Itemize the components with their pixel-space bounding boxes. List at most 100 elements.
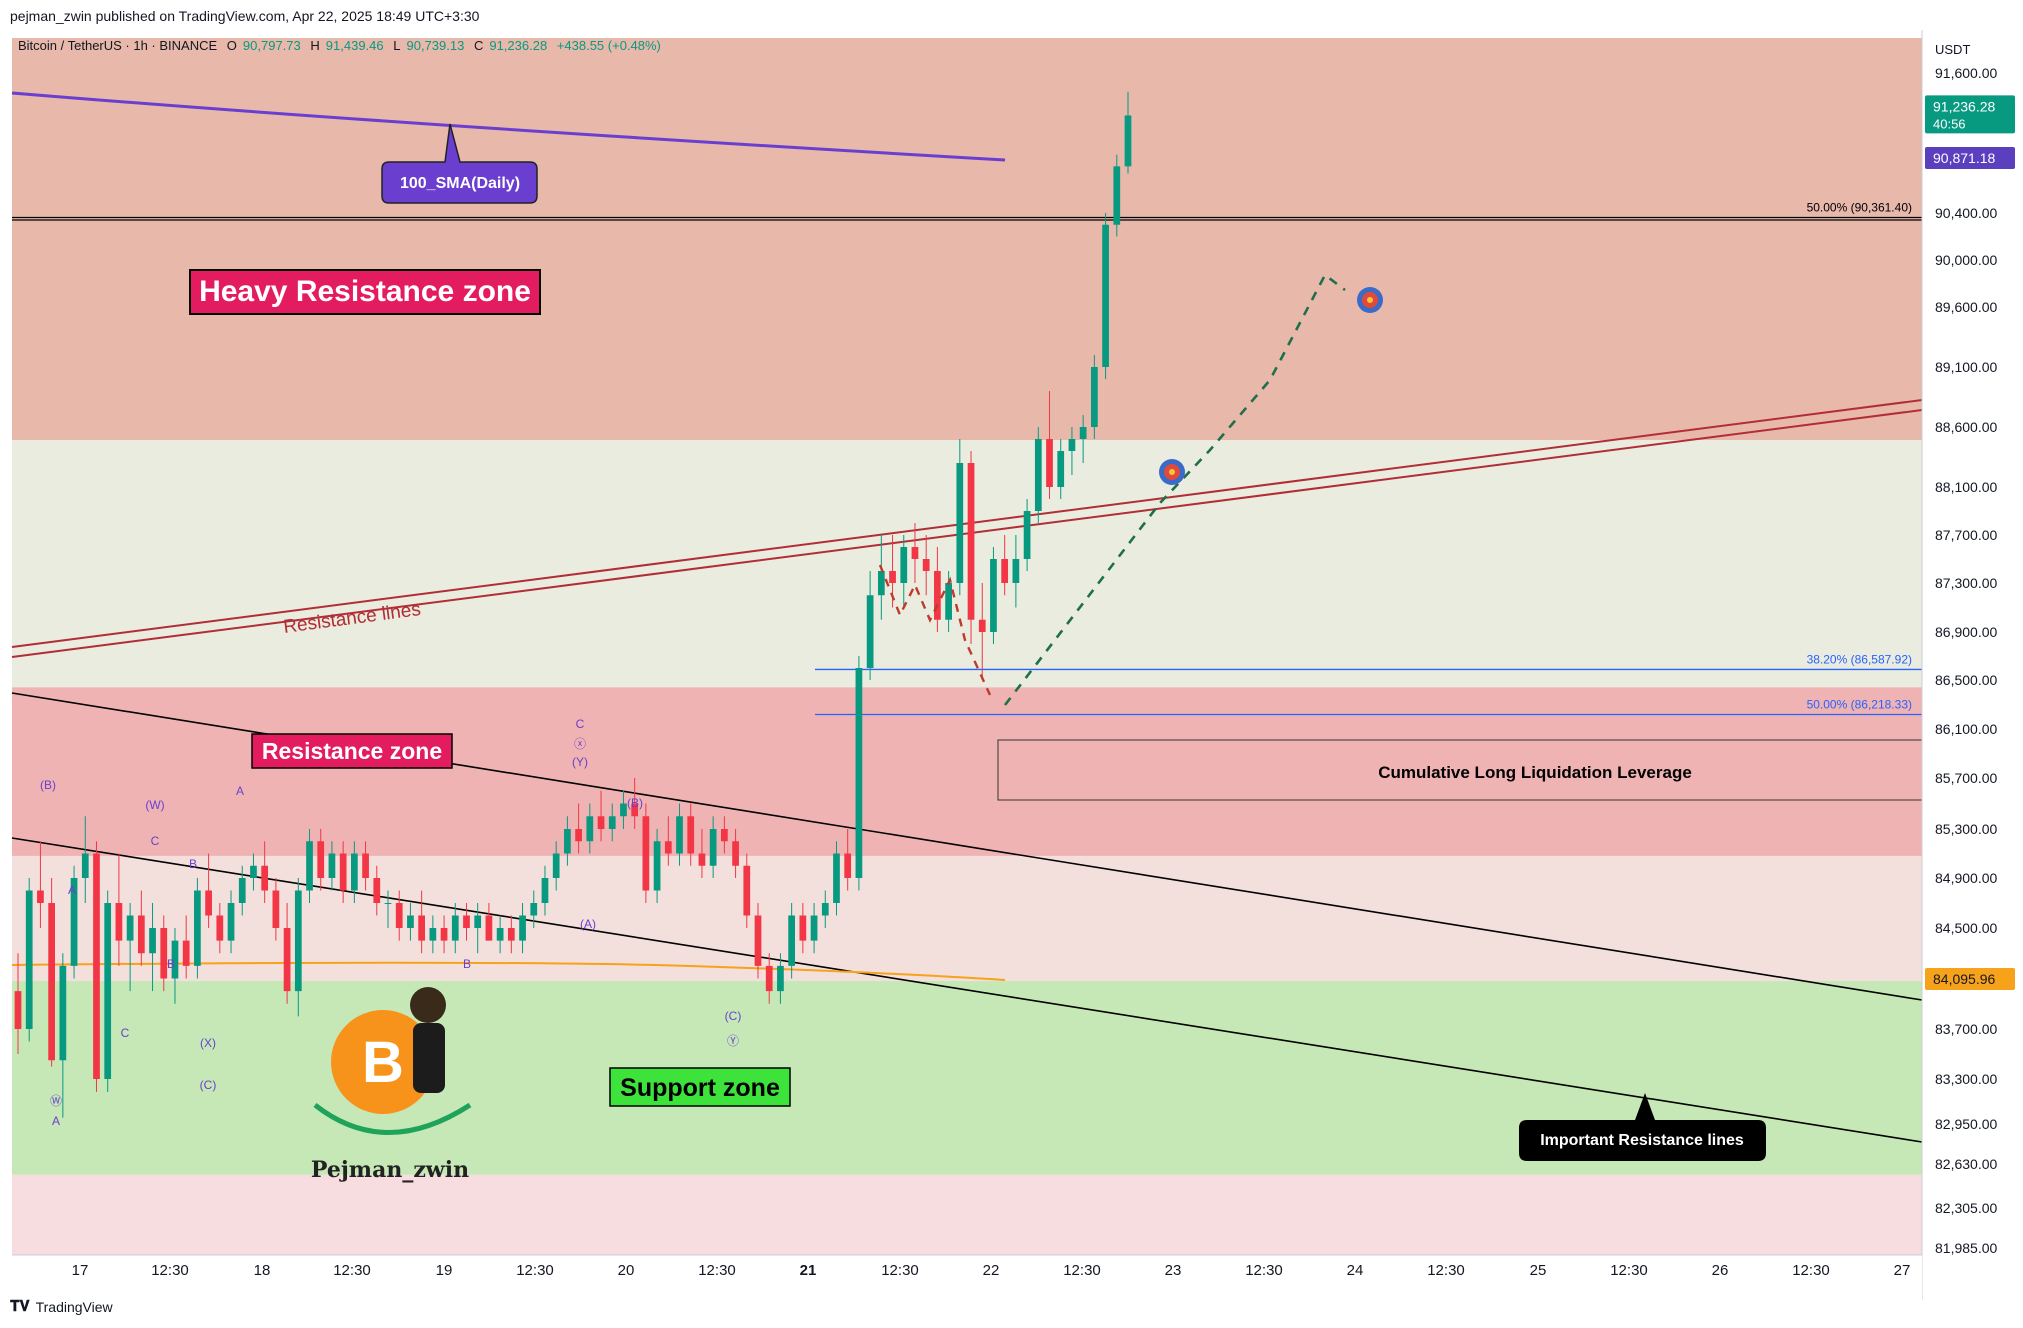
- candle-body: [765, 965, 773, 992]
- candle-body: [160, 928, 168, 979]
- candle-body: [1102, 224, 1109, 367]
- time-tick-label: 23: [1165, 1262, 1182, 1279]
- time-tick-label: 12:30: [881, 1262, 919, 1279]
- candle-body: [384, 903, 392, 904]
- open-label: O: [226, 38, 237, 53]
- candle-body: [48, 903, 55, 1061]
- candle-body: [451, 915, 459, 941]
- important-lines-label: Important Resistance lines: [1540, 1132, 1744, 1149]
- price-tick-label: 89,100.00: [1935, 359, 1997, 375]
- candle-body: [833, 853, 840, 903]
- candle-body: [900, 547, 908, 583]
- candle-body: [664, 841, 672, 854]
- price-tick-label: 83,700.00: [1935, 1021, 1997, 1037]
- candle-body: [474, 915, 482, 928]
- wave-label: A: [68, 883, 76, 897]
- candle-body: [351, 853, 358, 891]
- candle-body: [597, 816, 605, 829]
- currency-label: USDT: [1935, 42, 1970, 57]
- time-axis: 17 12:30 18 12:30 19 12:30 20 12:30 21 12:30 22 12:…: [0, 1254, 1922, 1300]
- time-tick-label: 17: [72, 1262, 89, 1279]
- candle-body: [216, 915, 224, 941]
- descending-line-2: [11, 837, 1923, 1143]
- candle-body: [586, 816, 594, 842]
- low-label: L: [393, 38, 401, 53]
- high-value: 91,439.46: [325, 38, 384, 53]
- candle-body: [194, 890, 201, 966]
- wave-label: A: [52, 1114, 60, 1128]
- heavy-resistance-label-box: [189, 269, 541, 315]
- price-tag-label: 84,095.96: [1933, 971, 1995, 987]
- resistance-zone-label: Resistance zone: [262, 738, 442, 764]
- candle-body: [1034, 439, 1042, 511]
- wave-label: C: [151, 834, 160, 848]
- candle-body: [171, 940, 179, 979]
- candle-body: [429, 928, 437, 941]
- candle-body: [463, 915, 470, 928]
- candle-body: [810, 915, 818, 941]
- price-tick-label: 84,900.00: [1935, 870, 1997, 886]
- resistance-line-2: [11, 409, 1923, 658]
- candle-body: [93, 853, 100, 1079]
- trend-lines: [11, 91, 1923, 1143]
- support-zone-label-box: [609, 1067, 791, 1107]
- wave-label: Ⓨ: [727, 1034, 739, 1048]
- candle-body: [373, 878, 381, 903]
- candle-body: [1001, 559, 1009, 583]
- candle-body: [37, 890, 44, 903]
- candle-body: [496, 928, 504, 941]
- price-tick-label: 83,300.00: [1935, 1071, 1997, 1087]
- candle-body: [14, 991, 22, 1029]
- wave-label: (B): [627, 796, 643, 810]
- high-label: H: [310, 38, 320, 53]
- close-label: C: [473, 38, 484, 53]
- candle-body: [855, 668, 863, 878]
- important-lines-callout: [1519, 1093, 1766, 1161]
- logo-swoosh: [313, 1102, 472, 1135]
- candle-body: [687, 816, 695, 854]
- candle-body: [59, 965, 67, 1061]
- candle-body: [227, 903, 235, 941]
- candle-body: [115, 903, 123, 941]
- candle-body: [507, 928, 515, 941]
- open-value: 90,797.73: [242, 38, 301, 53]
- price-tick-label: 90,400.00: [1935, 205, 1997, 221]
- time-tick-label: 12:30: [1245, 1262, 1283, 1279]
- time-tick-label: 20: [618, 1262, 635, 1279]
- price-tag-label: 91,236.28: [1933, 98, 1995, 114]
- wave-label: (B): [40, 778, 56, 792]
- candle-body: [306, 841, 313, 891]
- brand-label: TradingView: [35, 1298, 113, 1315]
- heavy-resistance-label: Heavy Resistance zone: [199, 275, 531, 308]
- candle-body: [272, 890, 280, 928]
- candle-body: [485, 915, 493, 941]
- wave-label: Ⓦ: [50, 1094, 62, 1108]
- candle-body: [620, 803, 627, 817]
- candle-body: [608, 816, 616, 829]
- candle-body: [261, 865, 269, 891]
- candle-body: [709, 829, 717, 866]
- candle-body: [922, 559, 930, 571]
- publish-info: pejman_zwin published on TradingView.com…: [10, 8, 480, 24]
- candle-body: [530, 903, 538, 916]
- candle-body: [70, 878, 78, 966]
- footer: 𝐓𝐕 TradingView: [10, 1298, 113, 1315]
- wave-label: (X): [200, 1036, 216, 1050]
- sma-label: 100_SMA(Daily): [400, 175, 520, 192]
- candle-body: [1046, 439, 1053, 487]
- liquidation-label: Cumulative Long Liquidation Leverage: [1378, 763, 1692, 782]
- ma-line: [11, 961, 1006, 981]
- time-tick-label: 12:30: [1610, 1262, 1648, 1279]
- resistance-line-1: [11, 399, 1923, 648]
- candle-body: [956, 463, 964, 583]
- time-tick-label: 27: [1894, 1262, 1911, 1279]
- candle-body: [137, 915, 145, 954]
- price-tick-label: 89,600.00: [1935, 299, 1997, 315]
- liquidation-box: [997, 739, 1923, 801]
- zone-band: [12, 440, 1922, 688]
- time-tick-label: 19: [436, 1262, 453, 1279]
- tradingview-logo-icon: 𝐓𝐕: [10, 1298, 30, 1315]
- candle-body: [698, 853, 706, 866]
- price-tick-label: 81,985.00: [1935, 1240, 1997, 1256]
